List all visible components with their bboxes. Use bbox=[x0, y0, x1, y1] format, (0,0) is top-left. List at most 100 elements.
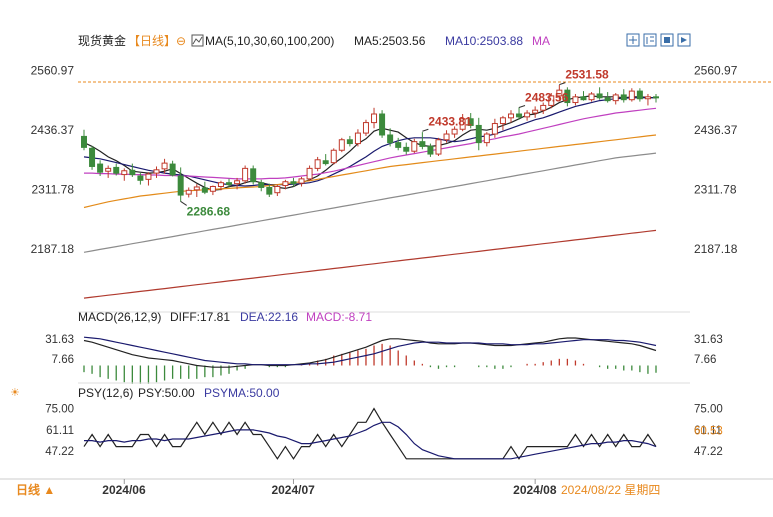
candle-body bbox=[362, 122, 369, 134]
toolbar bbox=[626, 33, 691, 47]
candle-body bbox=[177, 175, 184, 196]
candle-body bbox=[314, 159, 321, 169]
candle-body bbox=[129, 169, 136, 176]
price-annotation: 2483.56 bbox=[525, 91, 569, 105]
candle-body bbox=[572, 96, 579, 104]
y-tick-label: 2187.18 bbox=[694, 242, 738, 256]
candle-body bbox=[435, 139, 442, 155]
candle-body bbox=[653, 96, 659, 99]
candle-body bbox=[113, 166, 120, 174]
sun-icon: ☀ bbox=[10, 387, 20, 399]
period-switch[interactable]: 日线 ▲ bbox=[16, 482, 55, 497]
macd-name: MACD(26,12,9) bbox=[78, 310, 161, 324]
candle-body bbox=[419, 141, 426, 147]
macd-tick-label: 7.66 bbox=[694, 354, 716, 366]
candle-body bbox=[588, 93, 595, 101]
candle-body bbox=[346, 139, 353, 145]
candle-body bbox=[499, 117, 506, 125]
macd-lines bbox=[83, 336, 657, 368]
macd-tick-label: 31.63 bbox=[694, 334, 723, 346]
candles bbox=[81, 84, 659, 202]
psy-tick-label: 61.11 bbox=[46, 425, 74, 437]
y-tick-label: 2311.78 bbox=[694, 182, 737, 196]
candle-body bbox=[379, 113, 386, 136]
x-axis: 2024/06 2024/07 2024/08 bbox=[102, 479, 557, 497]
candle-body bbox=[620, 94, 627, 101]
candle-body bbox=[564, 89, 571, 104]
candle-body bbox=[169, 163, 176, 176]
series-line-ma5 bbox=[83, 95, 657, 191]
psy-tick-label: 75.00 bbox=[694, 404, 723, 416]
candle-body bbox=[290, 181, 297, 185]
period-label[interactable]: 【日线】 bbox=[128, 34, 176, 48]
ma5-value: MA5:2503.56 bbox=[354, 34, 426, 48]
y-axis-left: 2560.97 2436.37 2311.78 2187.18 bbox=[31, 64, 75, 256]
psy-y-axis-left: 75.00 61.11 47.22 bbox=[45, 404, 74, 458]
psy-tick-label: 47.22 bbox=[694, 446, 723, 458]
candle-body bbox=[145, 173, 152, 180]
psy-tick-label: 61.11 bbox=[694, 425, 722, 437]
psy-y-axis-right: 75.00 61.11 47.22 60.53 bbox=[694, 404, 723, 458]
candle-body bbox=[274, 185, 281, 194]
series-line-ma200 bbox=[83, 229, 657, 299]
macd-diff: DIFF:17.81 bbox=[170, 310, 230, 324]
candle-body bbox=[89, 147, 96, 167]
y-tick-label: 2311.78 bbox=[32, 182, 75, 196]
series-line-psyma bbox=[84, 421, 657, 460]
y-tick-label: 2187.18 bbox=[31, 242, 75, 256]
psy-tick-label: 75.00 bbox=[45, 404, 74, 416]
psy-lines bbox=[83, 407, 657, 460]
ma-toggle-icon[interactable] bbox=[191, 34, 204, 47]
current-date: 2024/08/22 星期四 bbox=[561, 483, 660, 497]
candle-body bbox=[242, 167, 249, 182]
candle-body bbox=[185, 189, 192, 195]
candle-body bbox=[628, 90, 635, 101]
ma-more: MA bbox=[532, 34, 550, 48]
y-axis-right: 2560.97 2436.37 2311.78 2187.18 bbox=[694, 64, 738, 256]
macd-y-axis-left: 31.63 7.66 bbox=[45, 334, 74, 366]
candle-body bbox=[532, 109, 539, 114]
psy-current-value: 60.53 bbox=[694, 426, 723, 438]
candle-body bbox=[524, 112, 531, 118]
candle-body bbox=[443, 133, 450, 141]
next-icon[interactable] bbox=[677, 33, 691, 47]
macd-tick-label: 7.66 bbox=[52, 354, 74, 366]
candle-body bbox=[153, 169, 160, 174]
candle-body bbox=[217, 182, 224, 187]
candle-body bbox=[97, 163, 104, 173]
candle-body bbox=[161, 162, 168, 170]
ma-lines bbox=[83, 95, 657, 299]
price-panel: 2560.97 2436.37 2311.78 2187.18 2560.97 2436… bbox=[31, 64, 773, 299]
candle-body bbox=[612, 94, 619, 102]
candle-body bbox=[483, 133, 490, 144]
macd-y-axis-right: 31.63 7.66 bbox=[694, 334, 723, 366]
candle-body bbox=[411, 141, 418, 152]
candle-body bbox=[467, 118, 474, 126]
psy-tick-label: 47.22 bbox=[45, 446, 74, 458]
macd-histogram bbox=[83, 343, 657, 384]
chart-title: 现货黄金 bbox=[78, 33, 126, 48]
candle-body bbox=[209, 185, 216, 192]
series-line-dea bbox=[83, 336, 657, 366]
add-window-icon[interactable] bbox=[626, 33, 640, 47]
y-tick-label: 2560.97 bbox=[31, 64, 75, 78]
candle-body bbox=[338, 139, 345, 151]
macd-macd: MACD:-8.71 bbox=[306, 310, 372, 324]
candle-body bbox=[234, 180, 241, 185]
series-line-ma100 bbox=[83, 152, 657, 253]
x-tick-label: 2024/07 bbox=[271, 483, 315, 497]
settings-icon[interactable]: ⊖ bbox=[176, 34, 186, 48]
price-annotation: 2531.58 bbox=[565, 68, 609, 82]
candle-body bbox=[137, 175, 144, 181]
macd-tick-label: 31.63 bbox=[45, 334, 74, 346]
price-annotations: 2433.81 2286.68 2483.56 2531.58 bbox=[180, 68, 609, 218]
candle-body bbox=[475, 124, 482, 144]
candle-body bbox=[250, 168, 257, 183]
annotation-pointer bbox=[559, 82, 566, 86]
candle-body bbox=[298, 178, 305, 184]
candle-body bbox=[403, 146, 410, 152]
template-icon[interactable] bbox=[660, 33, 674, 47]
ma10-value: MA10:2503.88 bbox=[445, 34, 523, 48]
indicator-icon[interactable] bbox=[643, 33, 657, 47]
candle-body bbox=[540, 104, 547, 111]
